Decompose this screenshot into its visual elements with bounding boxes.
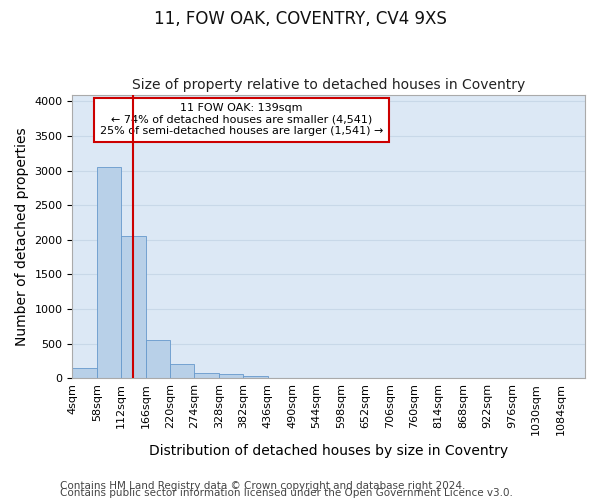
Y-axis label: Number of detached properties: Number of detached properties	[15, 127, 29, 346]
X-axis label: Distribution of detached houses by size in Coventry: Distribution of detached houses by size …	[149, 444, 508, 458]
Bar	[121, 236, 146, 378]
Text: Contains HM Land Registry data © Crown copyright and database right 2024.: Contains HM Land Registry data © Crown c…	[60, 481, 466, 491]
Title: Size of property relative to detached houses in Coventry: Size of property relative to detached ho…	[132, 78, 526, 92]
Bar	[219, 374, 243, 378]
Bar	[170, 364, 194, 378]
Bar	[146, 340, 170, 378]
Bar	[194, 373, 219, 378]
Bar	[73, 368, 97, 378]
Text: Contains public sector information licensed under the Open Government Licence v3: Contains public sector information licen…	[60, 488, 513, 498]
Text: 11, FOW OAK, COVENTRY, CV4 9XS: 11, FOW OAK, COVENTRY, CV4 9XS	[154, 10, 446, 28]
Bar	[243, 376, 268, 378]
Text: 11 FOW OAK: 139sqm
← 74% of detached houses are smaller (4,541)
25% of semi-deta: 11 FOW OAK: 139sqm ← 74% of detached hou…	[100, 103, 383, 136]
Bar	[97, 166, 121, 378]
